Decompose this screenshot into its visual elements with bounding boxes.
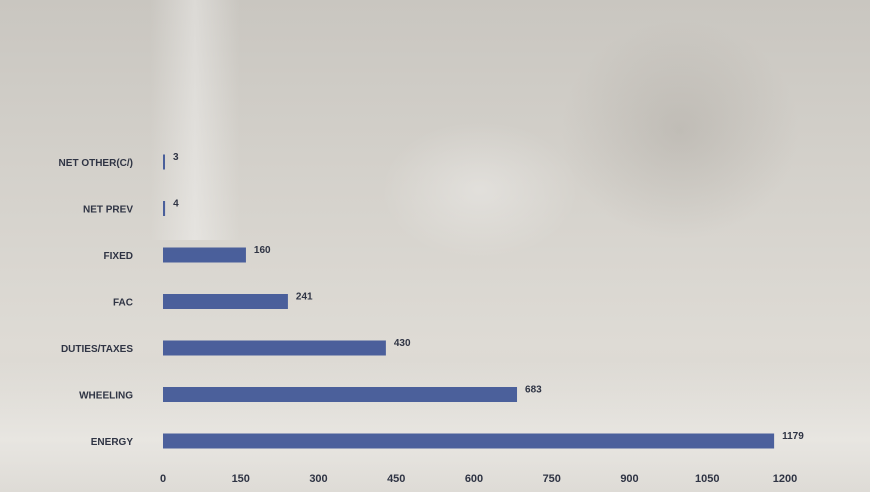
category-label: WHEELING [79, 391, 133, 402]
bar-duties-taxes [163, 340, 386, 356]
x-tick-label: 1200 [773, 473, 797, 485]
value-label: 683 [525, 385, 542, 396]
x-tick-label: 300 [309, 473, 327, 485]
category-label: FAC [113, 298, 133, 309]
x-tick-label: 150 [232, 473, 250, 485]
bar-series [163, 154, 775, 449]
category-label: ENERGY [91, 437, 134, 448]
x-axis-tick-labels: 0 150 300 450 600 750 900 1050 1200 [160, 473, 797, 485]
category-labels: NET OTHER(C/) NET PREV FIXED FAC DUTIES/TAXE… [59, 158, 134, 448]
value-label: 4 [173, 199, 179, 210]
value-label: 1179 [782, 431, 804, 442]
x-tick-label: 450 [387, 473, 405, 485]
category-label: DUTIES/TAXES [61, 344, 133, 355]
bar-net-other-c [163, 154, 165, 170]
x-tick-label: 0 [160, 473, 166, 485]
x-tick-label: 750 [543, 473, 561, 485]
bar-fixed [163, 247, 246, 263]
category-label: NET OTHER(C/) [59, 158, 133, 169]
bar-net-prev [163, 201, 166, 216]
category-label: NET PREV [83, 205, 133, 216]
x-tick-label: 900 [620, 473, 638, 485]
category-label: FIXED [104, 251, 133, 262]
bar-wheeling [163, 387, 518, 402]
bar-energy [163, 433, 775, 449]
value-label: 241 [296, 292, 313, 303]
value-label: 3 [173, 152, 179, 163]
x-tick-label: 1050 [695, 473, 719, 485]
value-label: 160 [254, 245, 271, 256]
value-labels: 3 4 160 241 430 683 1179 [173, 152, 804, 442]
bar-fac [163, 294, 288, 309]
x-tick-label: 600 [465, 473, 483, 485]
value-label: 430 [394, 338, 411, 349]
